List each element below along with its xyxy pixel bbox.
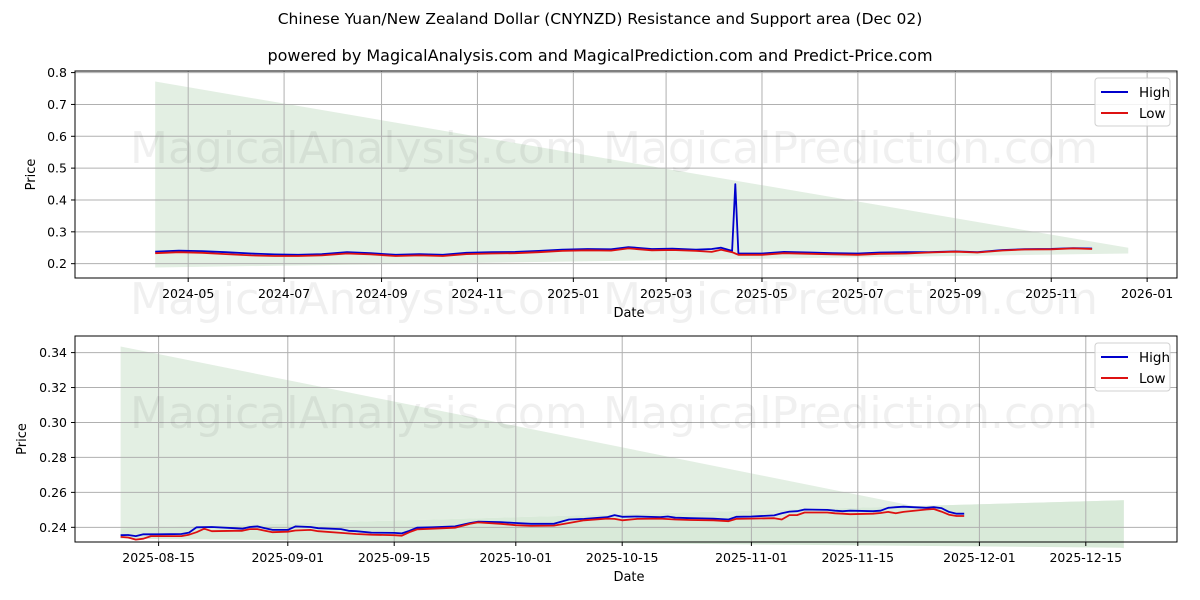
bottom-legend: High Low (1094, 342, 1171, 392)
x-tick-label: 2025-01 (547, 286, 599, 301)
y-tick-label: 0.7 (47, 97, 67, 112)
y-tick-label: 0.28 (39, 450, 67, 465)
y-tick-label: 0.34 (39, 345, 67, 360)
x-tick-label: 2025-11 (1025, 286, 1077, 301)
y-tick-label: 0.3 (47, 224, 67, 239)
y-tick-label: 0.2 (47, 256, 67, 271)
legend-high-label: High (1139, 85, 1170, 101)
bottom-grid (75, 336, 1177, 542)
bottom-x-axis-ticks: 2025-08-15 2025-09-01 2025-09-15 2025-10-01… (122, 542, 1122, 565)
top-legend: High Low (1094, 77, 1171, 127)
y-tick-label: 0.6 (47, 129, 67, 144)
svg-text:MagicalPrediction.com: MagicalPrediction.com (603, 388, 1098, 439)
chart-title: Chinese Yuan/New Zealand Dollar (CNYNZD)… (277, 10, 923, 28)
x-tick-label: 2025-09 (929, 286, 981, 301)
svg-text:MagicalAnalysis.com: MagicalAnalysis.com (130, 388, 588, 439)
x-tick-label: 2025-08-15 (122, 550, 195, 565)
y-tick-label: 0.4 (47, 192, 67, 207)
x-tick-label: 2024-07 (258, 286, 310, 301)
band-area (155, 81, 1129, 268)
svg-text:MagicalAnalysis.com: MagicalAnalysis.com (130, 274, 588, 325)
legend-low-label: Low (1139, 371, 1166, 387)
chart-subtitle: powered by MagicalAnalysis.com and Magic… (267, 46, 933, 65)
bottom-y-axis-label: Price (15, 423, 30, 455)
bottom-axes-frame (74, 335, 1178, 543)
svg-text:MagicalAnalysis.com: MagicalAnalysis.com (130, 123, 588, 174)
top-series-lines (155, 183, 1093, 257)
x-tick-label: 2025-11-01 (715, 550, 788, 565)
top-resistance-support-area (155, 81, 1129, 268)
x-tick-label: 2025-10-15 (586, 550, 659, 565)
series-low-line (155, 247, 1093, 257)
x-tick-label: 2025-11-15 (821, 550, 894, 565)
top-grid (75, 71, 1177, 278)
x-tick-label: 2025-03 (640, 286, 692, 301)
x-tick-label: 2025-05 (736, 286, 788, 301)
bottom-x-axis-label: Date (613, 570, 644, 585)
top-axes-frame (74, 70, 1178, 279)
y-tick-label: 0.5 (47, 161, 67, 176)
top-x-axis-label: Date (613, 306, 644, 321)
x-tick-label: 2025-09-15 (358, 550, 431, 565)
x-tick-label: 2025-12-15 (1049, 550, 1122, 565)
x-tick-label: 2024-11 (451, 286, 503, 301)
legend-high-label: High (1139, 350, 1170, 366)
y-tick-label: 0.8 (47, 65, 67, 80)
bottom-y-axis-ticks: 0.24 0.26 0.28 0.30 0.32 0.34 (39, 345, 75, 535)
x-tick-label: 2025-12-01 (943, 550, 1016, 565)
x-tick-label: 2026-01 (1121, 286, 1173, 301)
top-watermarks: MagicalAnalysis.com MagicalPrediction.com… (130, 123, 1098, 325)
y-tick-label: 0.32 (39, 380, 67, 395)
top-y-axis-label: Price (24, 159, 39, 191)
bottom-watermarks: MagicalAnalysis.com MagicalPrediction.com (130, 388, 1098, 439)
top-chart: MagicalAnalysis.com MagicalPrediction.com… (24, 65, 1178, 325)
y-tick-label: 0.26 (39, 485, 67, 500)
svg-text:MagicalPrediction.com: MagicalPrediction.com (603, 274, 1098, 325)
top-x-axis-ticks: 2024-05 2024-07 2024-09 2024-11 2025-01 2025-… (162, 278, 1173, 301)
x-tick-label: 2025-10-01 (479, 550, 552, 565)
top-y-axis-ticks: 0.2 0.3 0.4 0.5 0.6 0.7 0.8 (47, 65, 75, 271)
series-low-line (120, 508, 965, 541)
y-tick-label: 0.24 (39, 520, 67, 535)
series-high-line (120, 505, 965, 537)
bottom-series-lines (120, 505, 965, 541)
legend-low-label: Low (1139, 106, 1166, 122)
svg-text:MagicalPrediction.com: MagicalPrediction.com (603, 123, 1098, 174)
x-tick-label: 2024-05 (162, 286, 214, 301)
x-tick-label: 2025-07 (832, 286, 884, 301)
x-tick-label: 2025-09-01 (251, 550, 324, 565)
y-tick-label: 0.30 (39, 415, 67, 430)
x-tick-label: 2024-09 (355, 286, 407, 301)
bottom-chart: MagicalAnalysis.com MagicalPrediction.com… (15, 335, 1178, 585)
